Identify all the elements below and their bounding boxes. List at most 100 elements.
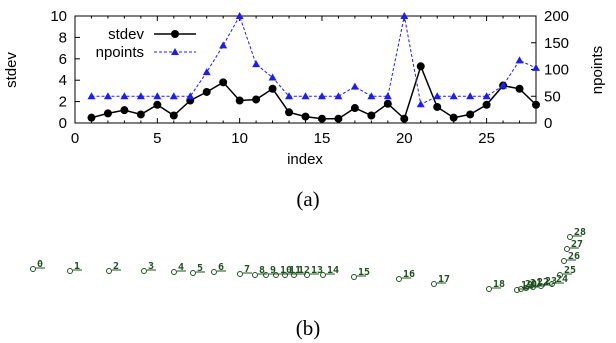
trajectory-point <box>252 272 258 278</box>
trajectory-point-label: 18 <box>493 279 505 290</box>
point-stdev <box>301 112 310 121</box>
trajectory-point <box>561 258 567 264</box>
trajectory-point <box>538 283 544 289</box>
point-stdev <box>515 84 524 93</box>
point-npoints <box>350 82 359 90</box>
point-npoints <box>449 92 458 100</box>
point-npoints <box>317 92 326 100</box>
trajectory-point-label: 10 <box>280 265 292 276</box>
trajectory-point-label: 1 <box>74 261 80 272</box>
trajectory-point-label: 25 <box>564 265 576 276</box>
y-right-tick-label: 50 <box>544 88 561 105</box>
point-npoints <box>120 92 129 100</box>
trajectory-point-label: 3 <box>148 261 154 272</box>
trajectory-point <box>263 272 269 278</box>
trajectory-point-label: 5 <box>197 263 203 274</box>
trajectory-point-label: 12 <box>298 265 310 276</box>
trajectory-point <box>273 272 279 278</box>
trajectory-point-label: 6 <box>218 262 224 273</box>
plot-area-frame <box>74 15 537 124</box>
trajectory-point-label: 22 <box>537 277 549 288</box>
trajectory-point <box>514 287 520 293</box>
legend-marker-npoints <box>171 48 179 55</box>
point-npoints <box>433 92 442 100</box>
point-stdev <box>400 114 409 123</box>
point-stdev <box>482 100 491 109</box>
trajectory-point <box>211 269 217 275</box>
point-npoints <box>169 92 178 100</box>
point-npoints <box>515 56 524 64</box>
x-tick-label: 15 <box>314 130 331 147</box>
point-npoints <box>466 92 475 100</box>
trajectory-point-label: 27 <box>571 239 583 250</box>
trajectory-point <box>567 234 573 240</box>
series-line-npoints <box>91 14 537 106</box>
point-npoints <box>103 92 112 100</box>
point-stdev <box>103 109 112 118</box>
point-stdev <box>235 96 244 105</box>
y-left-tick-label: 8 <box>59 29 67 46</box>
trajectory-point-label: 8 <box>259 265 265 276</box>
trajectory-point <box>304 272 310 278</box>
point-npoints <box>416 100 425 108</box>
point-npoints <box>532 63 540 71</box>
x-axis-label: index <box>287 151 323 168</box>
trajectory-point <box>320 272 326 278</box>
y-right-tick-label: 150 <box>544 35 569 52</box>
trajectory-point-label: 11 <box>289 265 301 276</box>
point-npoints <box>136 92 145 100</box>
trajectory-point-label: 13 <box>311 265 323 276</box>
point-stdev <box>466 110 475 119</box>
trajectory-point <box>237 271 243 277</box>
point-npoints <box>202 68 211 76</box>
caption-b: (b) <box>296 316 321 340</box>
trajectory-point-label: 0 <box>37 259 43 270</box>
legend-label-stdev: stdev <box>108 26 144 43</box>
point-npoints <box>334 92 343 100</box>
point-stdev <box>268 84 277 93</box>
trajectory-point <box>30 266 36 272</box>
trajectory-point-label: 28 <box>574 227 586 238</box>
x-tick-label: 5 <box>153 130 161 147</box>
trajectory-point <box>486 286 492 292</box>
chart-series <box>87 12 540 123</box>
point-stdev <box>383 99 392 108</box>
x-tick-label: 20 <box>396 130 413 147</box>
trajectory-point-label: 14 <box>327 265 339 276</box>
y-right-tick-label: 200 <box>544 8 569 25</box>
y-left-tick-label: 10 <box>50 8 67 25</box>
series-line-stdev <box>91 64 537 121</box>
point-npoints <box>186 92 195 100</box>
legend-label-npoints: npoints <box>96 44 144 61</box>
trajectory-point <box>549 281 555 287</box>
x-tick-label: 10 <box>231 130 248 147</box>
point-stdev <box>334 114 343 123</box>
y-left-tick-label: 2 <box>59 94 67 111</box>
point-npoints <box>482 92 491 100</box>
trajectory-point <box>557 272 563 278</box>
trajectory-point-label: 7 <box>244 264 250 275</box>
y-left-tick-label: 4 <box>59 72 67 89</box>
trajectory-point <box>67 268 73 274</box>
point-npoints <box>252 60 261 68</box>
trajectory-point <box>396 276 402 282</box>
trajectory-point-label: 4 <box>178 262 184 273</box>
trajectory-point <box>282 272 288 278</box>
point-npoints <box>301 92 310 100</box>
point-npoints <box>268 73 277 81</box>
y-right-tick-label: 0 <box>544 115 552 132</box>
trajectory-point <box>141 268 147 274</box>
trajectory-point <box>530 284 536 290</box>
trajectory-point <box>291 272 297 278</box>
trajectory-point-label: 21 <box>530 278 542 289</box>
point-stdev <box>367 111 376 120</box>
point-stdev <box>449 113 458 122</box>
caption-a: (a) <box>296 187 319 211</box>
trajectory-point-label: 20 <box>525 279 537 290</box>
trajectory-point-label: 16 <box>403 269 415 280</box>
point-stdev <box>252 95 261 104</box>
point-npoints <box>367 92 376 100</box>
